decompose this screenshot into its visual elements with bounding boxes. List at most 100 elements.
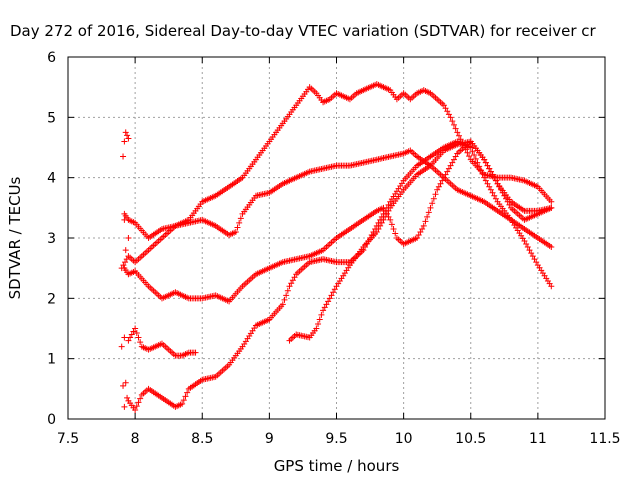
data-point [284, 287, 291, 294]
data-point [417, 228, 424, 235]
data-point [279, 301, 286, 308]
data-point [479, 170, 486, 177]
data-point [283, 292, 290, 299]
data-point [237, 215, 244, 222]
x-tick-label: 11 [529, 431, 547, 447]
data-point [450, 156, 457, 163]
data-point [330, 289, 337, 296]
data-point [122, 259, 129, 266]
data-point [481, 156, 488, 163]
data-point [331, 286, 338, 293]
data-point [425, 209, 432, 216]
data-point [491, 174, 498, 181]
data-point [125, 235, 132, 241]
data-point [506, 201, 513, 208]
y-tick-label: 1 [47, 352, 56, 368]
data-point [132, 406, 139, 413]
y-tick-label: 4 [47, 171, 56, 187]
x-tick-label: 7.5 [57, 431, 79, 447]
y-axis-label: SDTVAR / TECUs [6, 176, 24, 299]
data-point [452, 125, 459, 132]
data-point [125, 337, 132, 344]
data-point [385, 201, 392, 208]
data-point [452, 153, 459, 160]
axis-ticks: 7.5 8 8.5 9 9.5 10 10.5 11 11.5 0 1 2 3 4 5 6 [47, 50, 621, 447]
data-point [415, 231, 422, 238]
data-point [383, 210, 390, 217]
data-point [449, 118, 456, 125]
data-point [476, 163, 483, 170]
data-point [373, 228, 380, 235]
data-point [444, 108, 451, 115]
data-point [289, 277, 296, 284]
data-point [524, 244, 531, 251]
data-point [387, 216, 394, 223]
data-point [385, 207, 392, 214]
data-point [392, 230, 399, 237]
data-point [456, 132, 463, 139]
data-point [482, 159, 489, 166]
data-point [135, 399, 142, 406]
data-point [137, 339, 144, 346]
data-point [124, 394, 131, 401]
x-tick-label: 10.5 [455, 431, 486, 447]
data-point [469, 148, 476, 155]
data-point [471, 152, 478, 159]
data-point [232, 228, 239, 235]
data-point [180, 397, 187, 404]
data-point [420, 222, 427, 229]
data-point [430, 195, 437, 202]
data-point [320, 307, 327, 314]
data-point [432, 191, 439, 198]
data-point [437, 180, 444, 187]
data-point [492, 195, 499, 202]
data-point [434, 186, 441, 193]
data-point [318, 311, 325, 318]
data-point [192, 349, 199, 356]
data-point [548, 204, 555, 211]
data-point [440, 174, 447, 181]
data-point [450, 121, 457, 128]
data-point [390, 225, 397, 232]
x-tick-label: 9 [265, 431, 274, 447]
data-point [484, 180, 491, 187]
data-point [414, 235, 421, 241]
data-point [464, 149, 471, 156]
x-tick-label: 8 [131, 431, 140, 447]
grid [68, 57, 605, 419]
chart-title: Day 272 of 2016, Sidereal Day-to-day VTE… [10, 22, 597, 40]
data-point [449, 159, 456, 166]
data-point [375, 225, 382, 232]
data-point [128, 331, 135, 338]
data-point [467, 144, 474, 151]
data-point [477, 167, 484, 174]
data-point [531, 256, 538, 263]
x-axis-label: GPS time / hours [274, 457, 400, 475]
data-point [529, 253, 536, 260]
x-tick-label: 10 [395, 431, 413, 447]
data-point [484, 162, 491, 169]
data-point [377, 222, 384, 229]
data-point [447, 162, 454, 169]
data-point [124, 132, 131, 139]
x-tick-label: 8.5 [191, 431, 213, 447]
y-tick-label: 5 [47, 110, 56, 126]
data-point [121, 216, 128, 223]
data-point [125, 135, 132, 142]
data-point [489, 171, 496, 178]
data-point [472, 155, 479, 162]
data-point [440, 102, 447, 109]
data-point [281, 296, 288, 303]
y-tick-label: 6 [47, 50, 56, 66]
data-point [489, 189, 496, 196]
data-point [121, 403, 128, 410]
data-point [321, 304, 328, 311]
data-point [315, 320, 322, 327]
data-point [133, 403, 140, 410]
data-point [487, 168, 494, 175]
data-point [291, 274, 298, 281]
data-point [120, 382, 127, 389]
data-point [313, 325, 320, 332]
data-point [328, 292, 335, 299]
data-point [481, 174, 488, 181]
